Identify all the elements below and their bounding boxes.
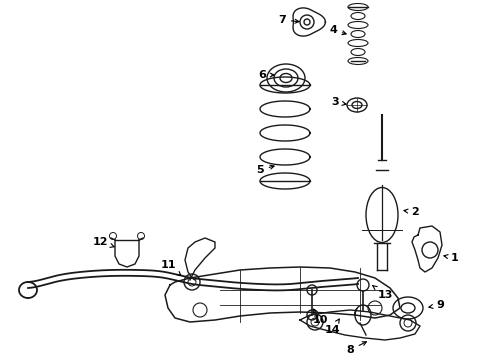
Text: 10: 10 — [312, 309, 328, 325]
Text: 12: 12 — [92, 237, 114, 247]
Text: 13: 13 — [372, 285, 392, 300]
Text: 6: 6 — [258, 70, 274, 80]
Text: 14: 14 — [324, 319, 340, 335]
Text: 7: 7 — [278, 15, 299, 25]
Text: 2: 2 — [404, 207, 419, 217]
Text: 5: 5 — [256, 165, 274, 175]
Text: 9: 9 — [429, 300, 444, 310]
Text: 4: 4 — [329, 25, 346, 35]
Text: 8: 8 — [346, 342, 367, 355]
Text: 11: 11 — [160, 260, 181, 275]
Text: 1: 1 — [444, 253, 459, 263]
Text: 3: 3 — [331, 97, 346, 107]
